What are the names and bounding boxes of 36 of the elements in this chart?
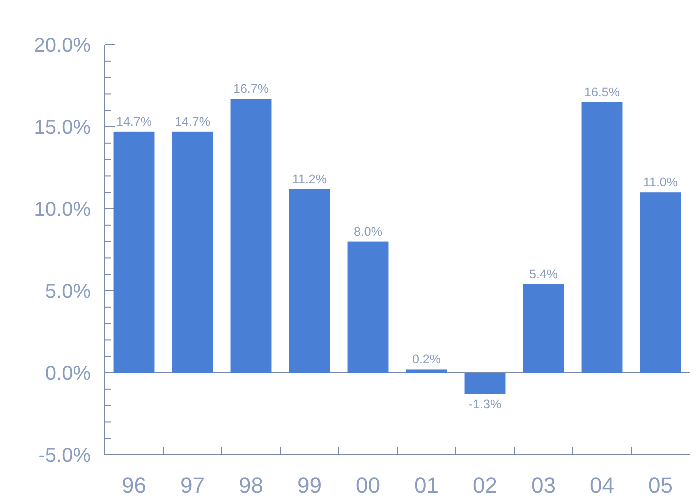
x-tick-label: 05 <box>648 473 673 498</box>
data-label: 11.0% <box>643 176 678 190</box>
y-tick-label: -5.0% <box>38 445 92 467</box>
data-label: 14.7% <box>175 114 210 129</box>
data-label: 5.4% <box>530 267 558 282</box>
bar <box>114 132 155 373</box>
x-tick-label: 99 <box>298 473 322 498</box>
data-label: 8.0% <box>354 224 382 239</box>
y-tick-label: 20.0% <box>34 35 92 57</box>
data-label: 16.7% <box>234 82 269 96</box>
data-label: 16.5% <box>584 85 620 100</box>
data-label: 14.7% <box>116 114 152 129</box>
y-tick-label: 0.0% <box>45 363 92 385</box>
bar <box>230 99 272 373</box>
x-tick-label: 00 <box>356 473 380 498</box>
data-label: -1.3% <box>468 397 502 412</box>
bar <box>640 192 682 373</box>
x-tick-label: 01 <box>414 473 439 498</box>
x-tick-label: 98 <box>239 473 264 498</box>
data-label: 11.2% <box>292 172 328 186</box>
x-tick-label: 02 <box>473 473 498 498</box>
data-label: 0.2% <box>412 352 441 367</box>
bar <box>289 189 330 373</box>
bar <box>348 242 389 373</box>
x-tick-label: 97 <box>180 473 205 498</box>
y-tick-label: 10.0% <box>34 199 92 221</box>
bar <box>464 373 506 394</box>
bar <box>523 284 564 373</box>
x-tick-label: 04 <box>590 473 614 498</box>
bar <box>582 102 623 373</box>
bar <box>406 370 448 373</box>
x-tick-label: 96 <box>122 473 146 498</box>
y-tick-label: 15.0% <box>34 117 92 139</box>
bar <box>172 132 214 373</box>
y-tick-label: 5.0% <box>45 281 92 303</box>
x-tick-label: 03 <box>532 473 556 498</box>
